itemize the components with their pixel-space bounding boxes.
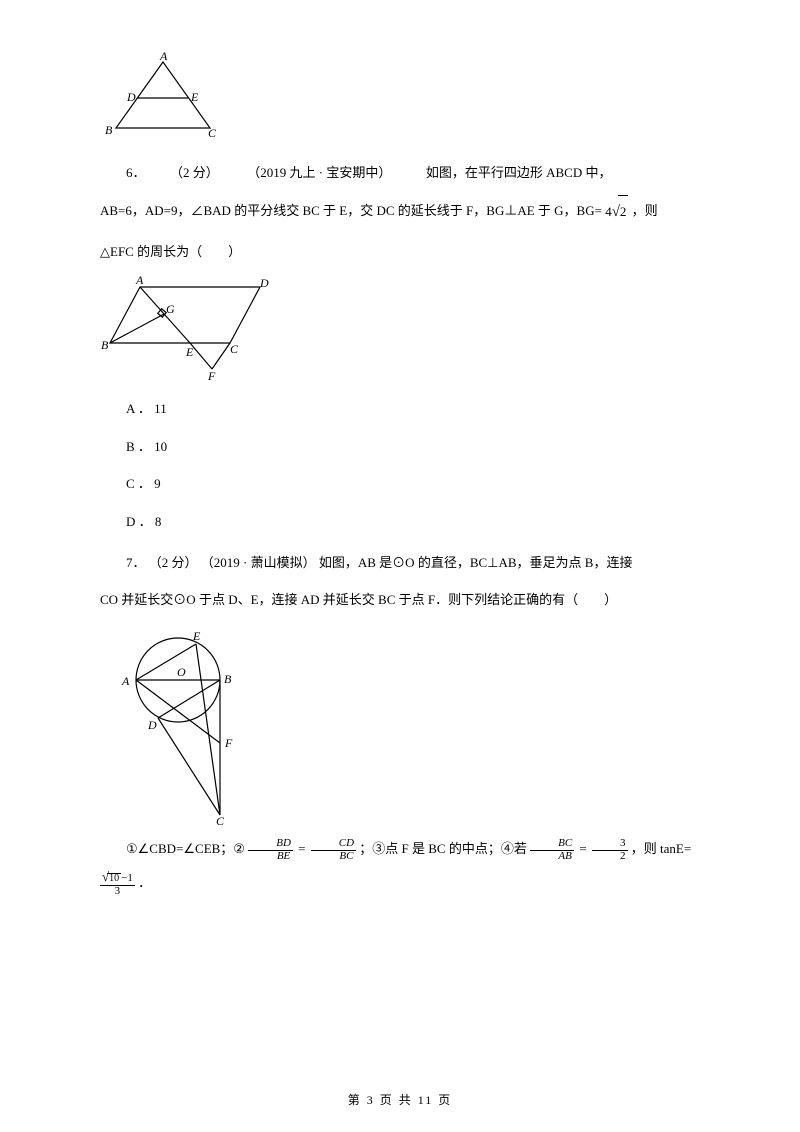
q7-c3: ，则 tanE= (631, 841, 691, 856)
q7-label-E: E (192, 629, 201, 643)
q7-frac-bd-be: BD BE (248, 838, 293, 862)
q7-source: （2019 · 萧山模拟） (201, 555, 316, 570)
label-A: A (159, 50, 168, 63)
page-footer: 第 3 页 共 11 页 (0, 1091, 800, 1108)
q7-c1: ①∠CBD=∠CEB；② (126, 841, 248, 856)
q7-frac-3-2: 3 2 (592, 838, 628, 862)
q6-opt-b: B ． 10 (100, 435, 710, 458)
q7-stem-line1: 7． （2 分） （2019 · 萧山模拟） 如图，AB 是⊙O 的直径，BC⊥… (100, 547, 710, 578)
q7-c4: ． (138, 875, 151, 890)
q7-c2: ；③点 F 是 BC 的中点；④若 (359, 841, 530, 856)
figure-q6-parallelogram: A D B C E F G (100, 273, 710, 383)
q6-number: 6． (126, 165, 146, 180)
q6-opt-a: A ． 11 (100, 397, 710, 420)
label-B: B (105, 123, 113, 137)
q6-label-F: F (207, 369, 216, 383)
q7-label-C: C (216, 814, 225, 825)
q6-stem-line2: AB=6，AD=9，∠BAD 的平分线交 BC 于 E，交 DC 的延长线于 F… (100, 194, 710, 230)
figure-q7-circle: A B O E D F C (100, 625, 710, 825)
q6-text-d: △EFC 的周长为（ ） (100, 244, 241, 259)
q6-label-E: E (185, 345, 194, 359)
q7-frac-cd-bc: CD BC (311, 838, 356, 862)
q7-label-O: O (177, 665, 186, 679)
q7-label-F: F (224, 736, 233, 750)
q6-label-C: C (230, 342, 239, 356)
q7-frac-bc-ab: BC AB (530, 838, 574, 862)
q6-label-D: D (259, 276, 269, 290)
q6-stem-line1: 6． （2 分） （2019 九上 · 宝安期中） 如图，在平行四边形 ABCD… (100, 157, 710, 188)
figure-q5-triangle: A D E B C (100, 50, 710, 145)
q7-text-a: 如图，AB 是⊙O 的直径，BC⊥AB，垂足为点 B，连接 (319, 555, 633, 570)
q6-source: （2019 九上 · 宝安期中） (247, 165, 391, 180)
q6-stem-line3: △EFC 的周长为（ ） (100, 236, 710, 267)
q7-tanE: √10−1 3 (100, 870, 135, 897)
q6-opt-d: D ． 8 (100, 510, 710, 533)
q7-label-A: A (121, 674, 130, 688)
q7-text-b: CO 并延长交⊙O 于点 D、E，连接 AD 并延长交 BC 于点 F．则下列结… (100, 592, 617, 607)
q7-label-B: B (224, 672, 232, 686)
q6-label-A: A (135, 273, 144, 287)
q6-points: （2 分） (170, 165, 219, 180)
q7-label-D: D (147, 718, 157, 732)
q7-conclusions: ①∠CBD=∠CEB；② BD BE = CD BC ；③点 F 是 BC 的中… (100, 833, 710, 864)
q6-text-a: 如图，在平行四边形 ABCD 中， (426, 165, 612, 180)
q7-number: 7． (126, 555, 146, 570)
q6-text-c: ，则 (632, 203, 658, 218)
q7-points: （2 分） (149, 555, 198, 570)
label-E: E (190, 90, 199, 104)
q6-label-B: B (101, 338, 109, 352)
q6-bg-value: 4√2 (605, 194, 628, 230)
label-C: C (208, 126, 217, 140)
q6-opt-c: C ． 9 (100, 472, 710, 495)
q6-label-G: G (166, 302, 175, 316)
q7-conclusions-2: √10−1 3 ． (100, 867, 710, 898)
q7-stem-line2: CO 并延长交⊙O 于点 D、E，连接 AD 并延长交 BC 于点 F．则下列结… (100, 584, 710, 615)
label-D: D (126, 90, 136, 104)
q6-text-b: AB=6，AD=9，∠BAD 的平分线交 BC 于 E，交 DC 的延长线于 F… (100, 203, 605, 218)
